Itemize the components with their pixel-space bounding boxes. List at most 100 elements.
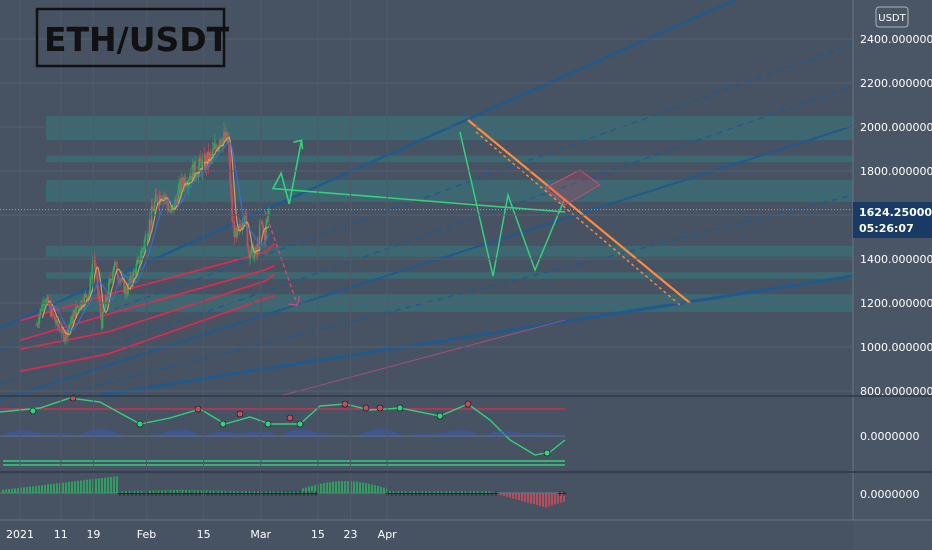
- candle-body[interactable]: [135, 264, 138, 276]
- candle-body[interactable]: [97, 289, 100, 297]
- candle-body[interactable]: [235, 227, 238, 237]
- candle-body[interactable]: [42, 302, 45, 306]
- candle-body[interactable]: [86, 297, 89, 301]
- candle-body[interactable]: [234, 227, 237, 238]
- candle-body[interactable]: [84, 294, 87, 296]
- candle-body[interactable]: [87, 295, 90, 301]
- candle-body[interactable]: [134, 271, 137, 276]
- candle-body[interactable]: [252, 244, 255, 260]
- candle-body[interactable]: [209, 153, 212, 155]
- candle-body[interactable]: [214, 143, 216, 149]
- candle-body[interactable]: [233, 221, 235, 238]
- candle-body[interactable]: [117, 274, 119, 279]
- candle-body[interactable]: [94, 264, 97, 268]
- candle-body[interactable]: [240, 226, 243, 230]
- candle-body[interactable]: [120, 279, 122, 281]
- oscillator-signal-dot[interactable]: [219, 420, 227, 428]
- oscillator-signal-dot[interactable]: [286, 414, 294, 422]
- candle-body[interactable]: [156, 197, 159, 204]
- candle-body[interactable]: [76, 305, 78, 308]
- main-pane[interactable]: [0, 0, 854, 411]
- oscillator-signal-dot[interactable]: [396, 404, 404, 412]
- candle-body[interactable]: [246, 225, 249, 247]
- candle-body[interactable]: [112, 272, 114, 280]
- candle-body[interactable]: [169, 209, 171, 213]
- candle-body[interactable]: [223, 131, 225, 139]
- candle-body[interactable]: [201, 159, 204, 173]
- candle-body[interactable]: [140, 250, 143, 259]
- candle-body[interactable]: [162, 198, 164, 200]
- oscillator-signal-dot[interactable]: [194, 405, 202, 413]
- candle-body[interactable]: [158, 195, 161, 206]
- candle-body[interactable]: [105, 296, 108, 300]
- candle-body[interactable]: [71, 316, 73, 324]
- candle-body[interactable]: [194, 160, 197, 176]
- candle-body[interactable]: [72, 314, 74, 324]
- candle-body[interactable]: [147, 233, 150, 239]
- candle-body[interactable]: [164, 195, 166, 198]
- candle-body[interactable]: [261, 222, 264, 228]
- candle-body[interactable]: [213, 148, 215, 150]
- candle-body[interactable]: [211, 149, 214, 157]
- currency-badge[interactable]: USDT: [875, 6, 909, 28]
- candle-body[interactable]: [39, 308, 42, 316]
- candle-body[interactable]: [48, 304, 51, 306]
- candle-body[interactable]: [128, 283, 130, 285]
- candle-body[interactable]: [132, 271, 135, 284]
- candle-body[interactable]: [179, 182, 181, 194]
- candle-body[interactable]: [173, 204, 175, 211]
- candle-body[interactable]: [98, 296, 101, 303]
- candle-body[interactable]: [159, 195, 162, 202]
- oscillator-signal-dot[interactable]: [436, 412, 444, 420]
- candle-body[interactable]: [183, 177, 186, 187]
- candle-body[interactable]: [73, 310, 75, 315]
- candle-body[interactable]: [123, 278, 125, 294]
- candle-body[interactable]: [57, 326, 60, 329]
- candle-body[interactable]: [37, 323, 40, 325]
- candle-body[interactable]: [144, 234, 147, 240]
- oscillator-signal-dot[interactable]: [296, 420, 304, 428]
- candle-body[interactable]: [268, 208, 270, 216]
- candle-body[interactable]: [230, 183, 232, 196]
- candle-body[interactable]: [221, 143, 223, 147]
- candle-body[interactable]: [45, 298, 48, 303]
- candle-body[interactable]: [226, 132, 228, 142]
- candle-body[interactable]: [219, 139, 221, 146]
- candle-body[interactable]: [258, 224, 261, 246]
- candle-body[interactable]: [108, 278, 111, 283]
- candle-body[interactable]: [56, 319, 59, 327]
- currency-badge-box[interactable]: [875, 6, 909, 28]
- candle-body[interactable]: [200, 162, 203, 173]
- candle-body[interactable]: [129, 275, 131, 284]
- candle-body[interactable]: [69, 324, 71, 327]
- candle-body[interactable]: [68, 326, 70, 330]
- candle-body[interactable]: [61, 326, 63, 334]
- candle-body[interactable]: [228, 139, 230, 156]
- candle-body[interactable]: [229, 155, 231, 184]
- candle-body[interactable]: [141, 249, 144, 251]
- candle-body[interactable]: [215, 143, 217, 148]
- candle-body[interactable]: [127, 283, 129, 295]
- candle-body[interactable]: [124, 286, 126, 294]
- candle-body[interactable]: [78, 306, 80, 309]
- candle-body[interactable]: [88, 292, 91, 296]
- candle-body[interactable]: [253, 252, 256, 260]
- oscillator-signal-dot[interactable]: [362, 404, 370, 412]
- candle-body[interactable]: [210, 154, 213, 157]
- candle-body[interactable]: [136, 260, 139, 265]
- oscillator-signal-dot[interactable]: [136, 420, 144, 428]
- candle-body[interactable]: [225, 132, 227, 140]
- candle-body[interactable]: [138, 257, 141, 264]
- candle-body[interactable]: [90, 276, 93, 279]
- candle-body[interactable]: [107, 282, 110, 297]
- candle-body[interactable]: [55, 319, 58, 324]
- candle-body[interactable]: [189, 176, 192, 180]
- candle-body[interactable]: [49, 304, 52, 317]
- candle-body[interactable]: [199, 157, 202, 163]
- candle-body[interactable]: [51, 308, 54, 315]
- candle-body[interactable]: [242, 223, 245, 225]
- candle-body[interactable]: [165, 196, 167, 198]
- candle-body[interactable]: [116, 262, 118, 275]
- candle-body[interactable]: [50, 308, 53, 317]
- candle-body[interactable]: [231, 195, 233, 222]
